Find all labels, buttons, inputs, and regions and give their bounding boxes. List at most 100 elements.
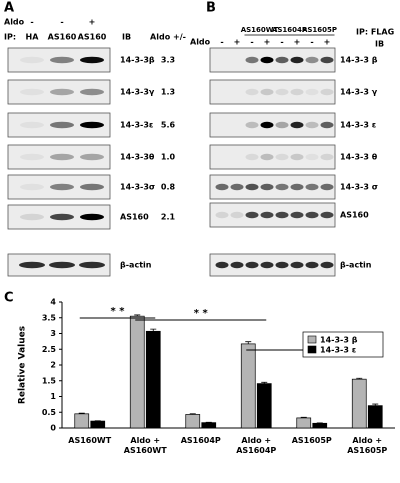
bar [90,420,106,429]
blot-panel [209,79,336,105]
blot-band [50,213,74,221]
blot-label: AS160 [340,211,369,220]
blot-band [260,153,274,161]
legend-swatch [307,335,317,344]
bar [74,413,90,429]
aldo-sign: - [60,18,63,27]
blot-band [215,183,229,191]
blot-band [305,211,319,219]
error-bar [261,381,268,384]
ip-label: IP: [4,33,16,42]
aldo-label: Aldo [4,18,25,27]
legend-swatch [307,345,317,354]
y-tick-label: 4 [50,298,56,307]
group-label: AS160WT [241,26,279,34]
bar [351,378,367,429]
x-tick-label: AS160WT [68,436,112,445]
blot-band [260,183,274,191]
blot-band [230,183,244,191]
blot-band [275,211,289,219]
legend-label: 14-3-3 β [320,336,358,345]
ratio-value: 3.3 [161,56,175,65]
legend-box [302,331,384,358]
y-tick-label: 0 [50,424,56,433]
blot-band [20,153,44,161]
blot-band [275,88,289,96]
blot-panel [209,47,336,73]
blot-band [260,121,274,129]
blot-band [245,261,259,269]
bar [367,405,383,429]
error-bar [356,377,363,380]
error-bar [300,416,307,418]
blot-band [20,213,44,221]
y-tick-label: 1 [50,392,56,401]
blot-band [275,261,289,269]
blot-band [230,261,244,269]
blot-band [320,211,334,219]
blot-band [260,261,274,269]
blot-band [320,121,334,129]
ratio-header: Aldo +/- [150,33,186,42]
blot-band [245,56,259,64]
ib-label: IB [375,40,384,49]
blot-band [305,153,319,161]
ratio-value: 1.3 [161,88,175,97]
blot-label: β-actin [340,261,372,270]
blot-band [50,88,74,96]
panel-label: A [4,1,14,16]
blot-label: 14-3-3 θ [340,153,378,162]
bar [185,414,201,429]
aldo-sign: + [294,38,301,47]
bar [240,343,256,429]
blot-band [275,56,289,64]
error-bar [372,403,379,406]
lane-label: HA [26,33,40,42]
blot-band [320,56,334,64]
blot-band [260,211,274,219]
x-tick-label: AS1605P [291,436,332,445]
blot-band [50,183,74,191]
blot-label: 14-3-3ε [120,121,153,130]
blot-band [275,183,289,191]
lane-label: AS160 [48,33,77,42]
group-label: AS1604P [272,26,307,34]
significance-mark: * * [111,306,126,317]
ip-label: IP: FLAG [356,28,394,37]
aldo-sign: + [89,18,96,27]
blot-band [80,153,104,161]
y-tick-label: 1.5 [42,376,57,385]
ratio-value: 5.6 [161,121,176,130]
blot-label: 14-3-3γ [120,88,155,97]
blot-band [215,211,229,219]
blot-band [245,183,259,191]
bar [145,330,161,429]
blot-band [275,121,289,129]
blot-band [305,261,319,269]
blot-band [80,56,104,64]
bar [129,315,145,429]
blot-panel [7,79,111,105]
ib-label: IB [122,33,131,42]
blot-band [49,261,75,269]
blot-band [245,88,259,96]
blot-band [245,211,259,219]
blot-band [80,121,104,129]
aldo-sign: + [264,38,271,47]
y-tick-label: 0.5 [42,408,57,417]
y-tick-label: 2 [50,361,56,370]
x-tick-label: Aldo + AS1604P [236,436,277,455]
panel-label: C [4,291,14,306]
ratio-value: 1.0 [161,153,176,162]
blot-panel [7,144,111,170]
blot-band [80,213,104,221]
aldo-sign: - [30,18,33,27]
bar [256,383,272,429]
blot-band [290,183,304,191]
blot-label: 14-3-3 γ [340,88,378,97]
y-tick-label: 3 [50,329,56,338]
blot-band [320,261,334,269]
bar [296,417,312,429]
blot-label: 14-3-3 β [340,56,378,65]
aldo-sign: - [220,38,223,47]
